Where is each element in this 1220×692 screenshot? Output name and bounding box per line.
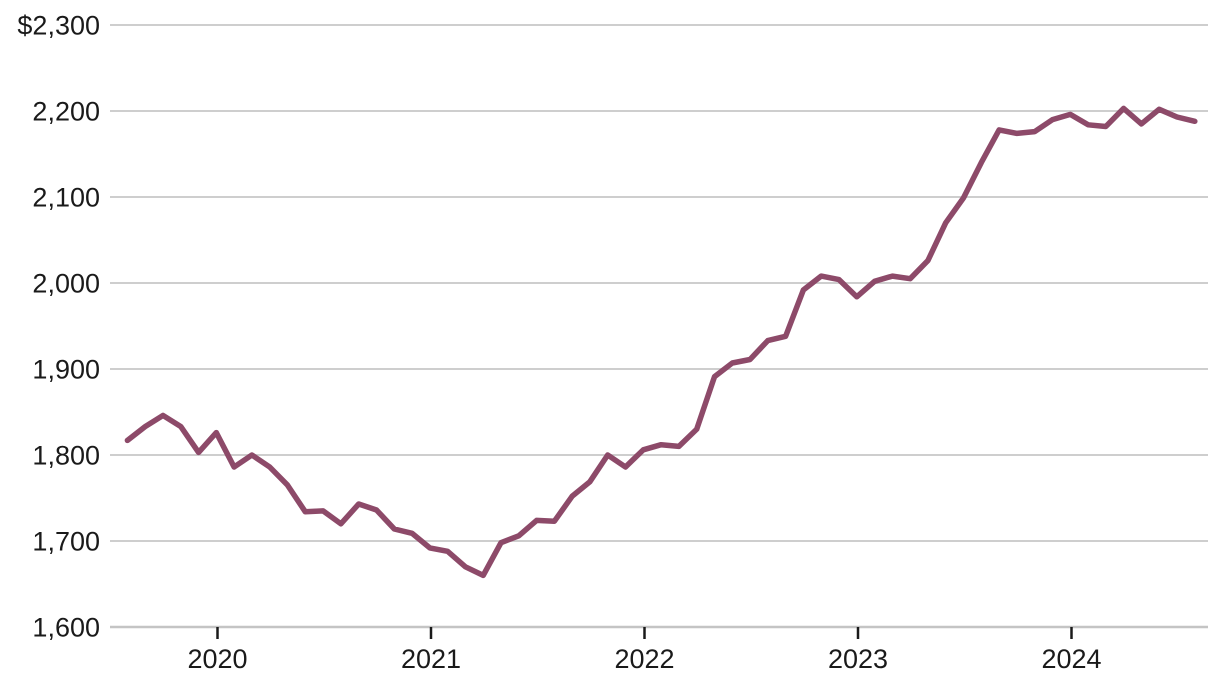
x-axis-label: 2021 — [401, 644, 461, 674]
y-axis-label: 2,000 — [32, 269, 100, 299]
x-axis-label: 2023 — [828, 644, 888, 674]
y-axis-labels: $2,300 2,200 2,100 2,000 1,900 1,800 1,7… — [17, 11, 100, 643]
y-axis-label: 1,900 — [32, 355, 100, 385]
x-axis-label: 2022 — [614, 644, 674, 674]
y-axis-label: 1,700 — [32, 527, 100, 557]
y-axis-label: $2,300 — [17, 11, 100, 41]
data-line — [124, 105, 1198, 579]
y-axis-label: 1,600 — [32, 613, 100, 643]
y-axis-label: 2,200 — [32, 97, 100, 127]
x-axis-labels: 2020 2021 2022 2023 2024 — [187, 644, 1101, 674]
x-axis-label: 2020 — [187, 644, 247, 674]
gridlines — [110, 24, 1208, 629]
y-axis-label: 2,100 — [32, 183, 100, 213]
x-axis-ticks — [216, 627, 1073, 639]
y-axis-label: 1,800 — [32, 441, 100, 471]
x-axis-label: 2024 — [1041, 644, 1101, 674]
